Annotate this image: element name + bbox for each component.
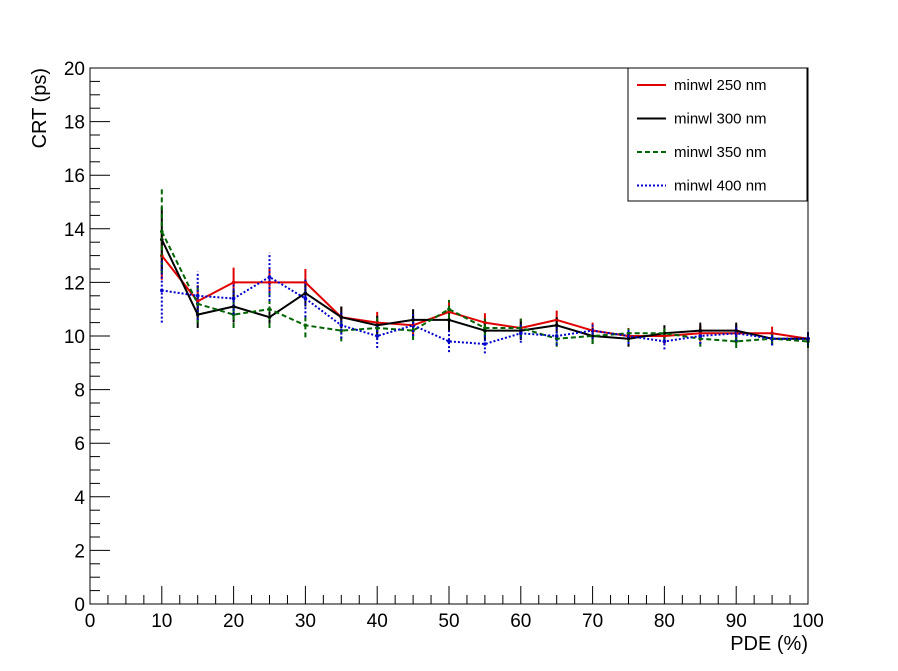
y-tick-label: 12 xyxy=(64,273,85,294)
legend: minwl 250 nm minwl 300 nm minwl 350 nm minw… xyxy=(627,67,808,202)
x-tick-label: 70 xyxy=(582,611,603,632)
x-tick-label: 30 xyxy=(295,611,316,632)
x-tick-label: 20 xyxy=(223,611,244,632)
x-tick-label: 90 xyxy=(726,611,747,632)
series-line xyxy=(161,254,809,340)
y-tick-label: 14 xyxy=(64,220,86,241)
y-tick-label: 8 xyxy=(74,381,85,402)
legend-label: minwl 350 nm xyxy=(674,144,767,161)
x-tick-label: 50 xyxy=(438,611,459,632)
x-tick-label: 100 xyxy=(792,611,824,632)
legend-label: minwl 300 nm xyxy=(674,111,767,128)
y-tick-label: 20 xyxy=(64,59,85,80)
y-tick-label: 10 xyxy=(64,327,85,348)
series-line xyxy=(160,231,809,343)
y-tick-label: 2 xyxy=(74,541,85,562)
y-tick-label: 18 xyxy=(64,113,85,134)
y-tick-label: 6 xyxy=(74,434,85,455)
x-axis-title: PDE (%) xyxy=(730,633,808,655)
y-axis-title: CRT (ps) xyxy=(29,68,51,148)
axes: 0 10 20 30 40 50 60 70 80 90 100 0 2 4 6 8 10 12 14 16 18 20 xyxy=(64,59,824,632)
x-tick-label: 80 xyxy=(654,611,675,632)
series-line xyxy=(161,276,808,345)
y-tick-label: 16 xyxy=(64,166,85,187)
x-tick-label: 0 xyxy=(85,611,96,632)
axis-titles: PDE (%) CRT (ps) xyxy=(29,68,808,655)
legend-label: minwl 250 nm xyxy=(674,77,767,94)
series-line xyxy=(160,239,808,340)
legend-box xyxy=(627,67,808,202)
series-lines xyxy=(160,231,809,345)
x-tick-label: 10 xyxy=(151,611,172,632)
legend-label: minwl 400 nm xyxy=(674,178,767,195)
x-tick-label: 60 xyxy=(510,611,531,632)
y-tick-label: 4 xyxy=(74,488,85,509)
x-tick-label: 40 xyxy=(367,611,388,632)
y-tick-label: 0 xyxy=(74,595,85,616)
